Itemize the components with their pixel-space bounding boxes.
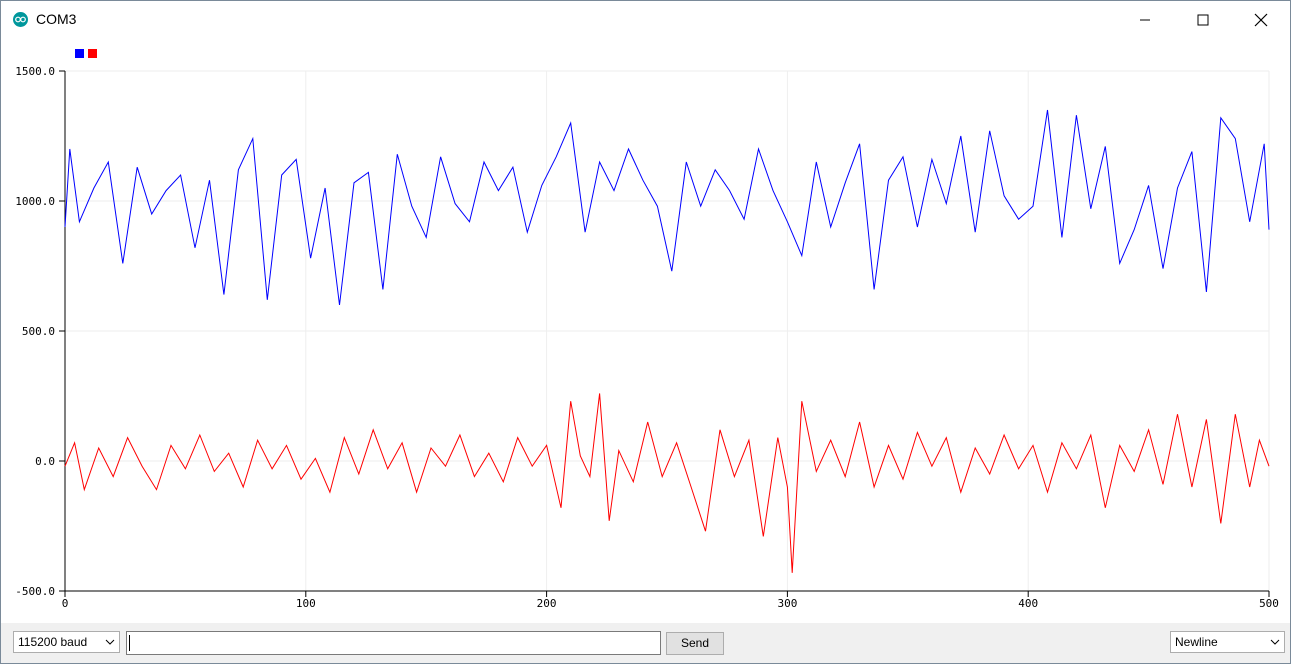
baud-rate-select[interactable]: 115200 baud [13,631,120,653]
grid [64,70,1270,592]
send-button[interactable]: Send [666,632,724,655]
chevron-down-icon [1270,639,1280,645]
minimize-button[interactable] [1116,1,1174,39]
x-tick-label: 200 [537,597,557,610]
axes [59,70,1270,597]
message-input[interactable] [126,631,661,655]
bottom-toolbar: 115200 baud Send Newline [1,623,1290,663]
arduino-icon [13,12,28,27]
line-ending-select[interactable]: Newline [1170,631,1285,653]
line-ending-value: Newline [1175,635,1218,649]
baud-rate-value: 115200 baud [18,635,88,649]
x-tick-label: 300 [777,597,797,610]
close-button[interactable] [1232,1,1290,39]
y-tick-label: 500.0 [22,325,55,338]
series-group [64,109,1270,573]
tick-labels: 1500.0 1000.0 500.0 0.0 -500.0 0 100 200 300 400 5… [15,65,1279,610]
y-tick-label: 1000.0 [15,195,55,208]
maximize-button[interactable] [1174,1,1232,39]
legend [75,49,97,58]
series-line-1 [64,109,1270,306]
chevron-down-icon [105,639,115,645]
legend-swatch-1 [75,49,84,58]
legend-swatch-2 [88,49,97,58]
x-tick-label: 100 [296,597,316,610]
y-tick-label: 1500.0 [15,65,55,78]
y-tick-label: 0.0 [35,455,55,468]
title-bar[interactable]: COM3 [1,1,1290,39]
window-title: COM3 [36,11,77,27]
maximize-icon [1197,14,1209,26]
series-line-2 [64,393,1270,573]
x-tick-label: 0 [62,597,69,610]
minimize-icon [1140,19,1150,21]
x-tick-label: 400 [1018,597,1038,610]
serial-plot-chart: 1500.0 1000.0 500.0 0.0 -500.0 0 100 200 300 400 5… [15,49,1279,610]
x-tick-label: 500 [1259,597,1279,610]
y-tick-label: -500.0 [15,585,55,598]
plot-area: 1500.0 1000.0 500.0 0.0 -500.0 0 100 200 300 400 5… [1,39,1290,623]
close-icon [1254,13,1268,27]
text-caret [129,635,130,651]
